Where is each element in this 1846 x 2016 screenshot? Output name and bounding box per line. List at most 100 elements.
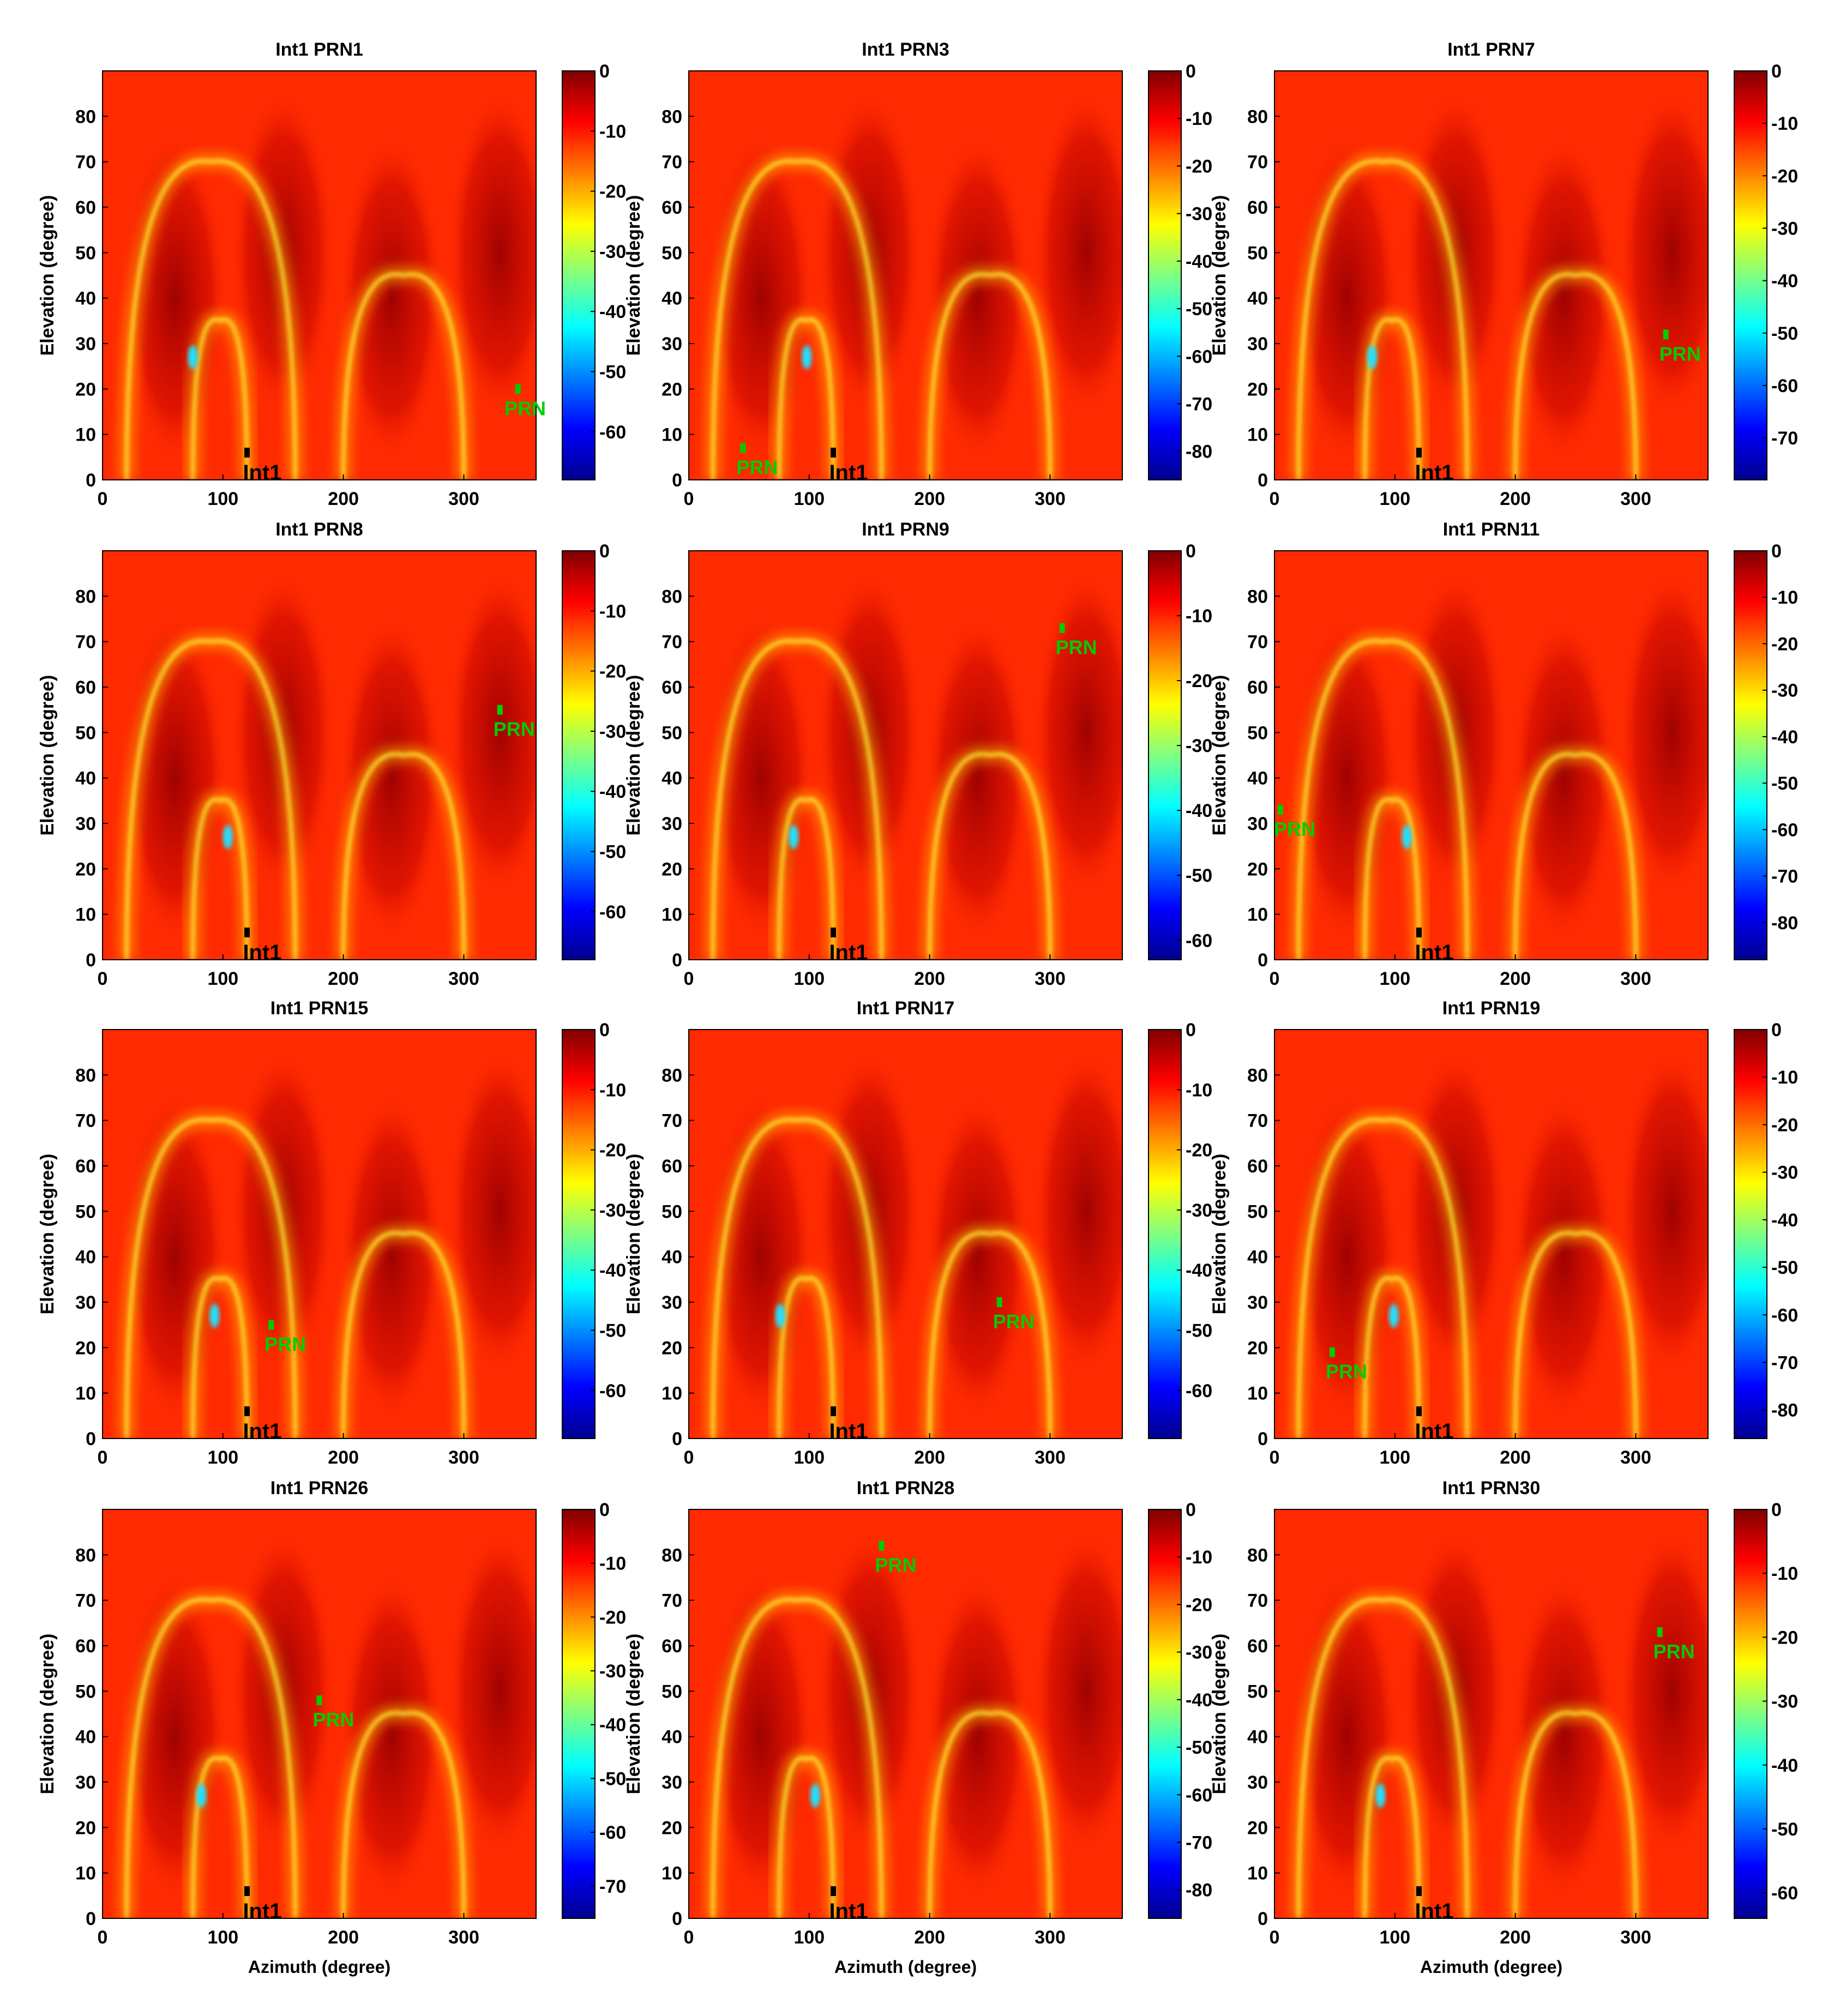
y-tick-label: 30 — [662, 1772, 682, 1793]
colorbar-tick-label: -80 — [1771, 1400, 1798, 1421]
colorbar-tick-label: 0 — [1771, 1500, 1782, 1520]
y-axis-label: Elevation (degree) — [1209, 1154, 1230, 1315]
null-arc — [1513, 273, 1638, 480]
x-tick-label: 100 — [793, 1447, 825, 1468]
y-tick-label: 60 — [75, 677, 96, 698]
chart-title: Int1 PRN19 — [1442, 998, 1541, 1019]
chart-panel-7: Int1 PRN15 0 10 20 30 40 50 60 70 80 0 100 200 300 Ele… — [37, 998, 626, 1468]
y-tick-label: 50 — [75, 1201, 96, 1222]
prn-marker — [1330, 1347, 1335, 1357]
y-tick-label: 20 — [75, 379, 96, 400]
y-tick-label: 50 — [75, 1681, 96, 1702]
x-tick-label: 300 — [1035, 968, 1066, 989]
y-tick-label: 10 — [1247, 425, 1268, 446]
colorbar-tick-label: -10 — [1771, 1563, 1798, 1584]
y-tick-label: 20 — [75, 1338, 96, 1358]
colorbar — [562, 550, 596, 960]
y-tick-label: 10 — [75, 905, 96, 925]
null-arc — [777, 1276, 835, 1439]
colorbar — [1148, 550, 1182, 960]
colorbar-tick-label: -40 — [599, 302, 626, 322]
x-tick-label: 200 — [1500, 489, 1531, 509]
y-tick-label: 20 — [1247, 1818, 1268, 1838]
y-tick-label: 30 — [1247, 1772, 1268, 1793]
null-arc — [125, 1598, 297, 1918]
y-axis-label: Elevation (degree) — [623, 195, 644, 356]
int1-label: Int1 — [243, 1899, 281, 1923]
y-tick-label: 10 — [662, 905, 682, 925]
prn-marker — [497, 705, 503, 715]
chart-title: Int1 PRN28 — [857, 1478, 955, 1499]
colorbar-tick-label: -40 — [599, 781, 626, 802]
y-tick-label: 80 — [1247, 106, 1268, 127]
prn-marker — [316, 1695, 322, 1705]
x-tick-label: 200 — [328, 968, 359, 989]
colorbar-tick-label: -30 — [599, 721, 626, 742]
y-tick-label: 20 — [75, 859, 96, 880]
y-tick-label: 80 — [1247, 586, 1268, 607]
y-tick-label: 80 — [662, 1065, 682, 1086]
x-tick-label: 300 — [1035, 1927, 1066, 1948]
colorbar-tick-label: -60 — [1771, 1305, 1798, 1326]
colorbar-tick-label: -80 — [1186, 1880, 1212, 1901]
y-tick-label: 0 — [672, 950, 682, 971]
null-arc — [191, 1756, 249, 1918]
null-arc — [928, 1711, 1052, 1918]
null-arc — [1297, 1598, 1469, 1918]
colorbar-tick-label: -50 — [599, 841, 626, 862]
y-tick-label: 60 — [662, 1636, 682, 1657]
y-tick-label: 40 — [1247, 1247, 1268, 1268]
colorbar-tick-label: -10 — [1771, 587, 1798, 608]
y-tick-label: 60 — [75, 1156, 96, 1177]
deep-null-spot — [188, 345, 198, 369]
null-arc — [928, 753, 1052, 960]
y-tick-label: 70 — [662, 1591, 682, 1611]
null-arc — [1513, 1231, 1638, 1439]
null-arc — [125, 639, 297, 960]
colorbar-tick-label: -50 — [1771, 1257, 1798, 1278]
colorbar-tick-label: -70 — [599, 1876, 626, 1897]
chart-panel-8: Int1 PRN17 0 10 20 30 40 50 60 70 80 0 100 200 300 Ele… — [623, 998, 1212, 1468]
dark-lobe — [340, 1573, 443, 1900]
colorbar-tick-label: -30 — [599, 1200, 626, 1221]
colorbar-tick-label: 0 — [1186, 1020, 1196, 1040]
y-tick-label: 20 — [1247, 1338, 1268, 1358]
y-tick-label: 70 — [662, 1111, 682, 1132]
y-axis-label: Elevation (degree) — [1209, 675, 1230, 836]
dark-lobe — [340, 614, 443, 942]
x-tick-label: 0 — [1270, 968, 1280, 989]
colorbar-tick-label: -40 — [1186, 1260, 1212, 1281]
dark-lobe — [340, 1093, 443, 1421]
colorbar-tick-label: -40 — [1771, 1755, 1798, 1776]
heatmap-area — [1274, 1030, 1708, 1439]
null-arc — [711, 1118, 883, 1439]
deep-null-spot — [789, 825, 799, 849]
colorbar-tick-label: -20 — [1771, 166, 1798, 186]
dark-lobe — [1620, 569, 1708, 896]
axes-frame — [1274, 1029, 1709, 1439]
colorbar-tick-label: 0 — [1771, 61, 1782, 82]
y-tick-label: 80 — [75, 106, 96, 127]
axes-frame — [102, 1509, 537, 1919]
y-tick-label: 40 — [75, 288, 96, 309]
prn-marker — [879, 1540, 885, 1551]
y-tick-label: 30 — [1247, 814, 1268, 834]
x-tick-label: 0 — [684, 1447, 694, 1468]
colorbar-tick-label: -20 — [1186, 671, 1212, 691]
null-arc — [777, 1756, 835, 1918]
dark-lobe — [448, 1527, 536, 1855]
y-tick-label: 60 — [662, 677, 682, 698]
y-axis-label: Elevation (degree) — [1209, 1634, 1230, 1795]
null-arc — [191, 317, 249, 480]
chart-title: Int1 PRN1 — [275, 39, 363, 60]
y-tick-label: 30 — [75, 334, 96, 354]
dark-lobe — [448, 89, 536, 417]
y-tick-label: 50 — [1247, 723, 1268, 743]
y-tick-label: 20 — [75, 1818, 96, 1838]
null-arc — [341, 1231, 466, 1439]
axes-frame — [688, 1029, 1123, 1439]
colorbar-tick-label: -20 — [599, 1140, 626, 1161]
colorbar-tick-label: 0 — [1186, 1500, 1196, 1520]
y-tick-label: 10 — [75, 425, 96, 446]
y-tick-label: 40 — [75, 768, 96, 789]
